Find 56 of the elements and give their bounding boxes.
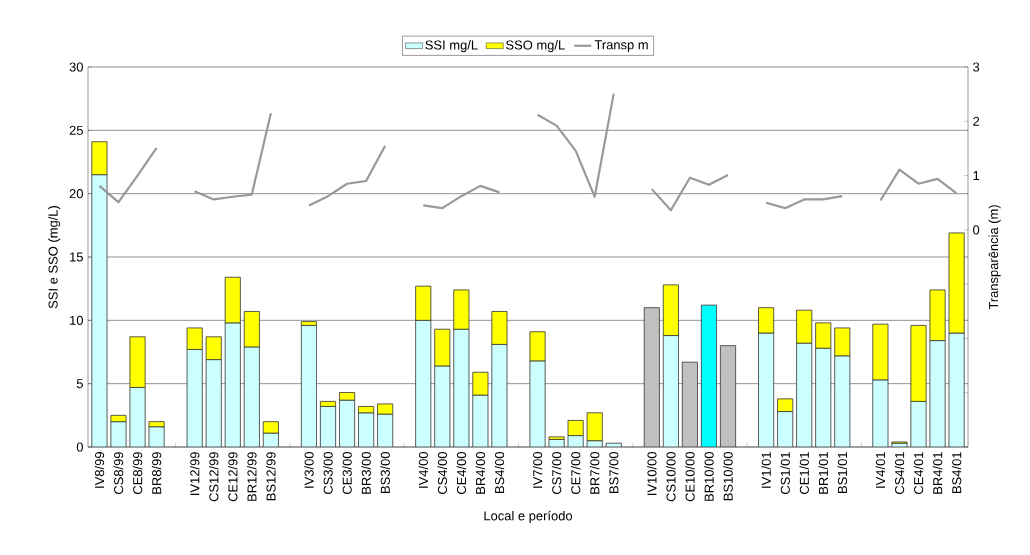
y2-tick-label: 0 <box>973 225 980 235</box>
y2-tick-label: 2 <box>973 116 980 126</box>
x-tick-label: BS1/01 <box>837 452 848 493</box>
x-tick-label: IV12/99 <box>189 452 200 495</box>
legend-label: SSI mg/L <box>425 40 478 53</box>
x-tick-label: CS7/00 <box>551 452 562 495</box>
x-tick-label: CE8/99 <box>132 452 143 495</box>
x-tick-label: BR8/99 <box>151 452 162 494</box>
x-tick-label: IV10/00 <box>647 452 657 495</box>
x-tick-label: IV4/01 <box>875 452 886 488</box>
x-tick-label: BR1/01 <box>818 452 829 494</box>
y-tick-label: 10 <box>70 315 83 325</box>
x-tick-label: BS12/99 <box>266 452 276 501</box>
x-tick-label: BS7/00 <box>608 452 619 493</box>
x-tick-label: BS3/00 <box>380 452 390 493</box>
y2-tick-label: 1 <box>973 171 980 181</box>
y-axis-title: SSI e SSO (mg/L) <box>48 205 61 309</box>
x-tick-label: CE1/01 <box>799 452 809 495</box>
y-tick-label: 20 <box>69 189 83 199</box>
x-tick-label: BS4/01 <box>951 452 962 493</box>
x-tick-label: BR12/99 <box>247 452 257 501</box>
x-tick-label: BR4/01 <box>932 452 943 494</box>
x-tick-label: CS4/00 <box>437 452 448 495</box>
x-tick-label: BR10/00 <box>704 452 714 501</box>
x-tick-label: CS3/00 <box>323 452 333 495</box>
x-tick-label: IV3/00 <box>304 452 314 488</box>
y-tick-label: 15 <box>70 252 83 262</box>
y-tick-label: 30 <box>69 62 83 72</box>
y-tick-label: 5 <box>76 379 83 389</box>
x-tick-label: IV4/00 <box>418 452 428 488</box>
x-tick-label: CE4/00 <box>456 452 467 495</box>
x-tick-label: CE4/01 <box>913 452 924 495</box>
y2-axis-title: Transparência (m) <box>988 205 1001 310</box>
x-axis-title: Local e período <box>484 510 573 523</box>
x-tick-label: CE3/00 <box>342 452 352 495</box>
x-tick-label: BR7/00 <box>589 452 600 494</box>
legend-label: SSO mg/L <box>506 40 565 53</box>
x-tick-label: BR4/00 <box>475 452 486 494</box>
x-tick-label: CE12/99 <box>228 452 238 502</box>
x-tick-label: CS8/99 <box>113 452 124 495</box>
x-tick-label: CE7/00 <box>570 452 581 495</box>
x-tick-label: BS10/00 <box>723 452 733 501</box>
y-tick-label: 25 <box>69 125 83 135</box>
y2-tick-label: 3 <box>973 62 980 72</box>
x-tick-label: IV8/99 <box>94 452 105 488</box>
x-tick-label: BS4/00 <box>494 452 505 493</box>
x-tick-label: CS10/00 <box>666 452 676 502</box>
x-tick-label: CE10/00 <box>685 452 695 502</box>
x-tick-label: CS4/01 <box>894 452 905 495</box>
y-tick-label: 0 <box>76 442 83 452</box>
legend-label: Transp m <box>594 40 648 52</box>
x-tick-label: BR3/00 <box>361 452 371 494</box>
x-tick-label: CS12/99 <box>208 452 219 502</box>
x-tick-label: IV1/01 <box>761 452 771 488</box>
x-tick-label: IV7/00 <box>532 452 543 488</box>
x-tick-label: CS1/01 <box>780 452 790 495</box>
